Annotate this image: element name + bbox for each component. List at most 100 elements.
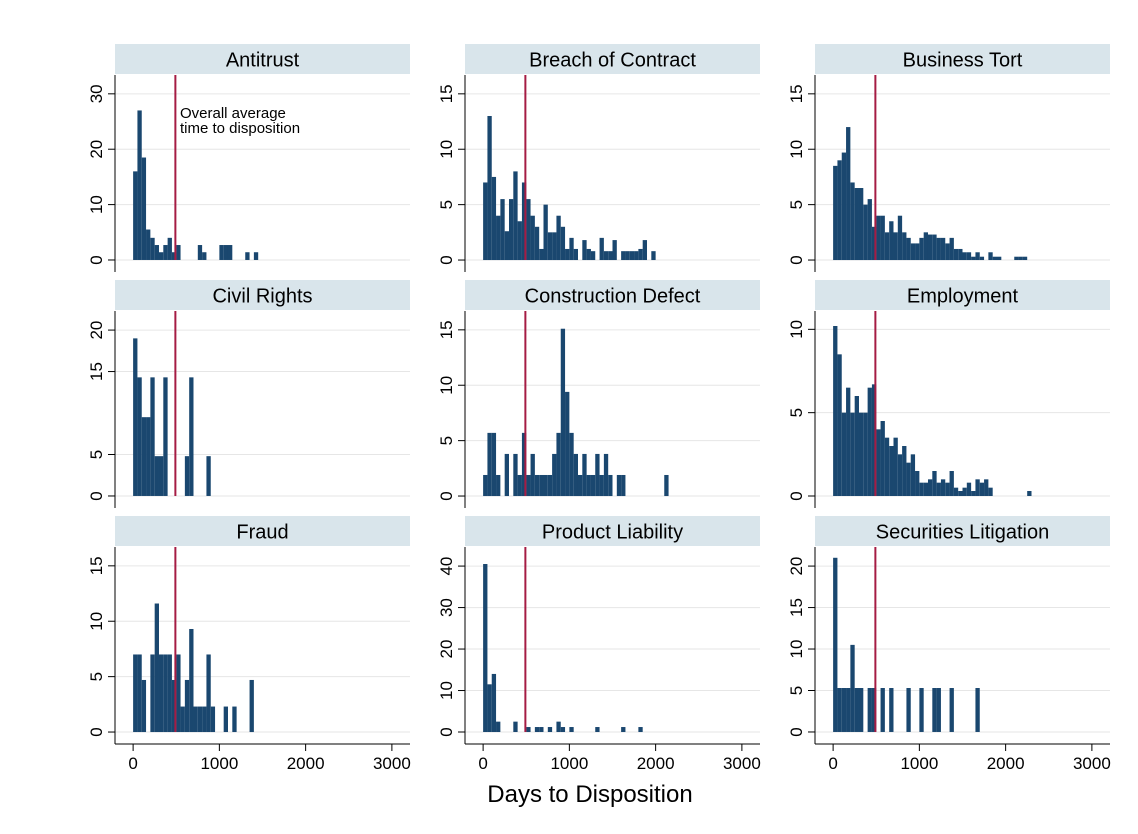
x-tick-label: 1000 xyxy=(900,754,938,773)
bar xyxy=(137,110,142,260)
bar xyxy=(223,245,228,260)
bar xyxy=(496,721,501,733)
bar xyxy=(940,479,946,496)
bar xyxy=(975,479,980,496)
x-tick-label: 0 xyxy=(478,754,487,773)
y-tick-label: 5 xyxy=(787,200,806,209)
bar xyxy=(854,188,859,261)
panel-title: Employment xyxy=(907,286,1019,308)
bar xyxy=(573,453,578,497)
bar xyxy=(539,474,544,497)
bar xyxy=(483,474,488,497)
bar xyxy=(202,252,207,260)
bar xyxy=(621,727,626,733)
bar xyxy=(971,256,976,261)
x-tick-label: 0 xyxy=(828,754,837,773)
bar xyxy=(846,127,851,261)
bar xyxy=(897,215,903,261)
bar xyxy=(919,482,924,496)
bar xyxy=(858,688,864,732)
bar xyxy=(552,453,557,497)
bar xyxy=(556,432,561,497)
bar xyxy=(582,240,587,261)
bar xyxy=(871,226,877,261)
y-tick-label: 40 xyxy=(437,557,456,576)
bar xyxy=(539,727,544,733)
bar xyxy=(953,487,959,496)
bar xyxy=(638,248,643,261)
bar xyxy=(889,446,894,496)
bar xyxy=(171,252,177,260)
bar xyxy=(923,232,928,261)
bar xyxy=(854,396,859,496)
bar xyxy=(189,377,194,496)
bar xyxy=(163,654,168,733)
bar xyxy=(483,182,488,261)
bar xyxy=(936,688,941,732)
y-tick-label: 15 xyxy=(87,362,106,381)
bar xyxy=(154,603,159,733)
bar xyxy=(902,446,907,496)
bar xyxy=(560,328,566,497)
y-tick-label: 20 xyxy=(87,321,106,340)
bar xyxy=(949,471,954,496)
bar xyxy=(642,240,648,261)
bar xyxy=(569,237,574,261)
bar xyxy=(547,727,553,733)
bar xyxy=(893,437,898,496)
bar xyxy=(833,557,838,732)
bar xyxy=(932,234,937,261)
bar xyxy=(137,654,142,733)
y-tick-label: 0 xyxy=(787,727,806,736)
bar xyxy=(500,199,505,261)
bar xyxy=(496,474,501,497)
bar xyxy=(936,482,941,496)
bar xyxy=(988,252,993,261)
x-tick-label: 2000 xyxy=(287,754,325,773)
bar xyxy=(863,412,868,496)
y-tick-label: 0 xyxy=(787,491,806,500)
panel-title: Securities Litigation xyxy=(876,522,1049,544)
bar xyxy=(625,251,630,261)
bar xyxy=(154,456,159,496)
bar xyxy=(923,482,928,496)
bar xyxy=(906,688,911,732)
bar xyxy=(526,199,531,261)
bar xyxy=(565,248,570,261)
bar xyxy=(984,479,989,496)
y-tick-label: 0 xyxy=(87,727,106,736)
bar xyxy=(932,471,937,496)
panel-header xyxy=(465,280,760,310)
bar xyxy=(223,706,228,733)
bar xyxy=(897,454,903,496)
panel-header xyxy=(815,44,1110,74)
y-tick-label: 30 xyxy=(87,84,106,103)
bar xyxy=(932,688,937,732)
bar xyxy=(867,199,872,261)
bar xyxy=(858,188,864,261)
bar xyxy=(573,248,578,261)
bar xyxy=(876,429,881,496)
y-tick-label: 5 xyxy=(437,436,456,445)
x-axis-title: Days to Disposition xyxy=(487,781,692,808)
panel-title: Construction Defect xyxy=(525,286,701,308)
bar xyxy=(608,474,613,497)
bar xyxy=(491,176,497,261)
bar xyxy=(517,221,522,261)
panel-header xyxy=(115,44,410,74)
panel-header xyxy=(115,516,410,546)
bar xyxy=(919,237,924,261)
panel-header xyxy=(115,280,410,310)
bar xyxy=(880,215,885,261)
bar xyxy=(150,654,155,733)
bar xyxy=(154,245,159,260)
y-tick-label: 10 xyxy=(437,376,456,395)
bar xyxy=(850,644,855,732)
bar xyxy=(543,204,548,261)
bar xyxy=(184,679,190,733)
bar xyxy=(146,417,151,496)
bar xyxy=(651,251,656,261)
bar xyxy=(841,412,847,496)
bar xyxy=(491,673,497,733)
y-tick-label: 0 xyxy=(437,491,456,500)
